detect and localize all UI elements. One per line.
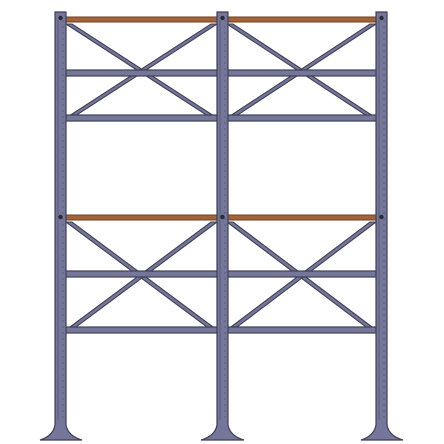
upper-left-wood-beam [63, 16, 221, 23]
upper-right-mid-rail [224, 69, 378, 77]
upper-right-wood-beam [224, 16, 378, 23]
upper-left-mid-rail [63, 69, 221, 77]
upper-right-bottom-rail [224, 114, 378, 122]
lower-left-wood-beam [63, 214, 221, 221]
upper-level [63, 16, 378, 122]
upper-left-bottom-rail [63, 114, 221, 122]
right-column [360, 11, 404, 441]
left-column-top-bolt [58, 15, 63, 21]
right-column-top-bolt [379, 15, 384, 21]
lower-right-bottom-rail [224, 326, 378, 334]
left-column-mid-bolt [58, 214, 63, 220]
lower-left-bottom-rail [63, 326, 221, 334]
lower-right-mid-rail [224, 270, 378, 278]
right-column-mid-bolt [379, 214, 384, 220]
lower-right-wood-beam [224, 214, 378, 221]
lower-left-mid-rail [63, 270, 221, 278]
left-column [39, 11, 83, 441]
center-column-mid-bolt [220, 214, 225, 220]
center-column [200, 11, 245, 441]
center-column-top-bolt [220, 15, 225, 21]
